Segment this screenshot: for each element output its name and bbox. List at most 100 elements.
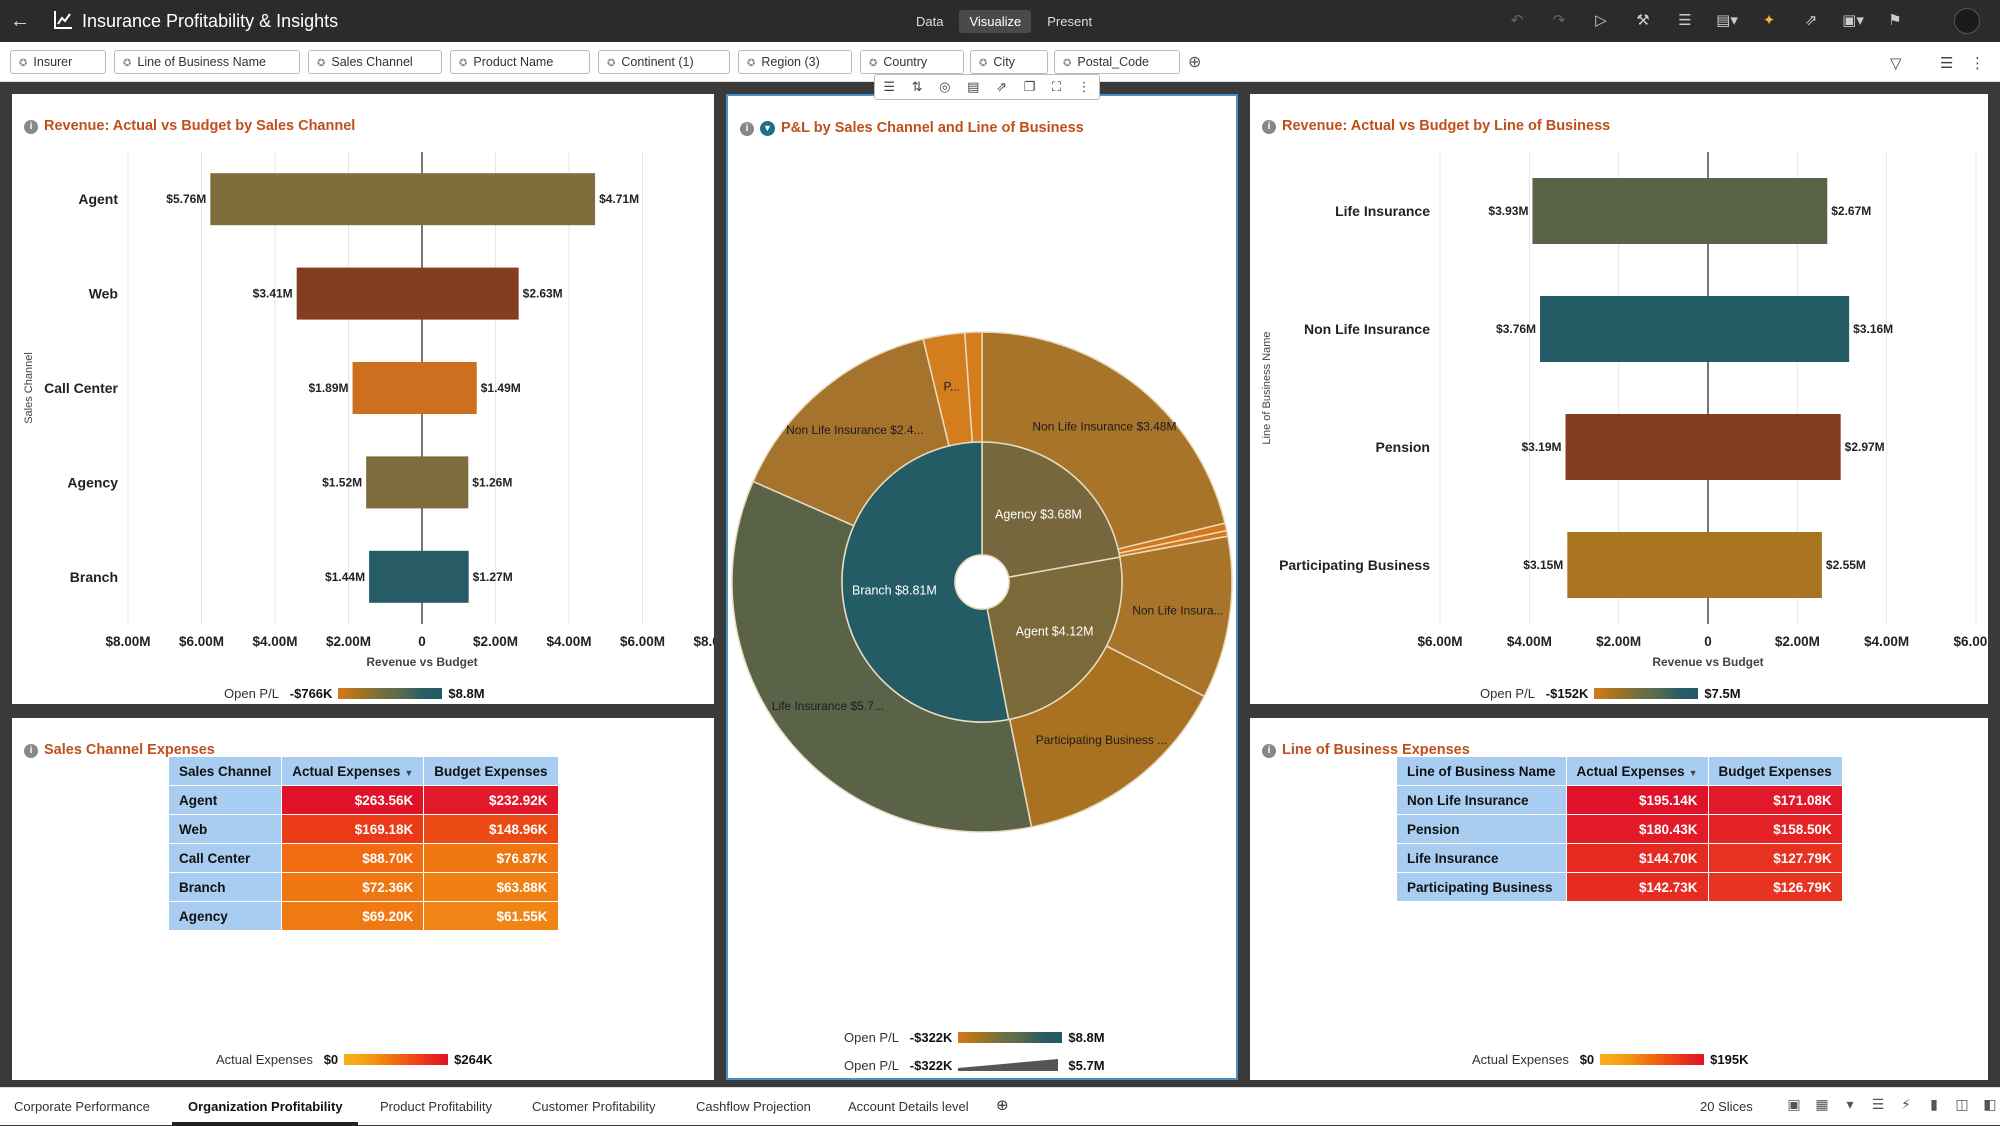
tools-icon[interactable]: ⚒ xyxy=(1636,12,1650,29)
sort-desc-icon[interactable]: ▼ xyxy=(1688,767,1698,778)
table-cell: $263.56K xyxy=(281,785,425,815)
data-label: $1.26M xyxy=(472,475,512,489)
filter-chip-line-of-business[interactable]: ✪ Line of Business Name xyxy=(114,50,300,74)
filter-chip-region[interactable]: ✪ Region (3) xyxy=(738,50,852,74)
sort-desc-icon[interactable]: ▼ xyxy=(404,767,414,778)
mode-data[interactable]: Data xyxy=(916,14,944,29)
table-row[interactable]: Participating Business $142.73K $126.79K xyxy=(1396,872,1843,902)
tab-customer-profitability[interactable]: Customer Profitability xyxy=(532,1099,656,1114)
info-icon[interactable]: i xyxy=(1262,744,1276,758)
filter-icon[interactable]: ▽ xyxy=(1890,55,1902,72)
maximize-icon[interactable]: ⛶ xyxy=(1051,79,1062,94)
filter-chip-product-name[interactable]: ✪ Product Name xyxy=(450,50,590,74)
table-row[interactable]: Agency $69.20K $61.55K xyxy=(167,901,559,931)
table-row[interactable]: Branch $72.36K $63.88K xyxy=(167,872,559,902)
chart-icon[interactable]: ▤ xyxy=(967,79,980,94)
info-icon[interactable]: i xyxy=(1262,120,1276,134)
x-tick-label: $6.00M xyxy=(179,634,224,649)
mode-present[interactable]: Present xyxy=(1047,14,1093,29)
tab-account-details[interactable]: Account Details level xyxy=(848,1099,969,1114)
panel-lob-expenses[interactable]: i Line of Business Expenses Line of Busin… xyxy=(1250,718,1988,1080)
data-label: $4.71M xyxy=(599,192,639,206)
mode-switcher: Data Visualize Present xyxy=(906,10,1102,33)
bar xyxy=(1540,296,1850,362)
undo-icon[interactable]: ↶ xyxy=(1510,12,1524,29)
mode-visualize[interactable]: Visualize xyxy=(959,10,1032,33)
table-row[interactable]: Pension $180.43K $158.50K xyxy=(1396,814,1843,844)
tab-organization-profitability[interactable]: Organization Profitability xyxy=(188,1099,343,1114)
slice-label: Participating Business ... xyxy=(1036,733,1167,747)
more-icon[interactable]: ⋮ xyxy=(1970,55,1985,72)
data-icon[interactable]: ☰ xyxy=(1678,12,1692,29)
info-icon[interactable]: i xyxy=(740,122,754,136)
target-icon[interactable]: ◎ xyxy=(939,79,951,94)
tab-cashflow-projection[interactable]: Cashflow Projection xyxy=(696,1099,811,1114)
column-header[interactable]: Budget Expenses xyxy=(423,756,559,786)
comment-icon[interactable]: ▤▾ xyxy=(1716,12,1738,29)
legend-open-pl-size: Open P/L -$322K $5.7M xyxy=(844,1058,1105,1073)
avatar[interactable] xyxy=(1954,8,1980,34)
table-cell: $126.79K xyxy=(1707,872,1843,902)
chevron-down-icon[interactable]: ▾ xyxy=(1846,1096,1854,1112)
legend-max: $7.5M xyxy=(1704,686,1741,701)
filter-chip-continent[interactable]: ✪ Continent (1) xyxy=(598,50,730,74)
filter-chip-insurer[interactable]: ✪ Insurer xyxy=(10,50,106,74)
grid-icon[interactable]: ▦ xyxy=(1815,1096,1829,1112)
redo-icon[interactable]: ↷ xyxy=(1552,12,1566,29)
column-header[interactable]: Actual Expenses ▼ xyxy=(1565,756,1709,786)
info-icon[interactable]: i xyxy=(24,120,38,134)
table-row[interactable]: Life Insurance $144.70K $127.79K xyxy=(1396,843,1843,873)
filter-chip-sales-channel[interactable]: ✪ Sales Channel xyxy=(308,50,442,74)
copy-icon[interactable]: ❐ xyxy=(1023,79,1036,94)
table-row[interactable]: Web $169.18K $148.96K xyxy=(167,814,559,844)
export-icon[interactable]: ⇗ xyxy=(996,79,1007,94)
slice-label: P... xyxy=(944,379,960,393)
panel-sales-channel-expenses[interactable]: i Sales Channel Expenses Sales Channel Act… xyxy=(12,718,714,1080)
filter-chip-postal-code[interactable]: ✪ Postal_Code xyxy=(1054,50,1180,74)
panel-revenue-lob[interactable]: i Revenue: Actual vs Budget by Line of Bu… xyxy=(1250,94,1988,704)
export-icon[interactable]: ⇗ xyxy=(1804,12,1818,29)
table-row[interactable]: Agent $263.56K $232.92K xyxy=(167,785,559,815)
tab-product-profitability[interactable]: Product Profitability xyxy=(380,1099,492,1114)
category-label: Agent xyxy=(78,191,118,207)
add-filter-icon[interactable]: ⊕ xyxy=(1188,54,1202,71)
panel-view-icon[interactable]: ◧ xyxy=(1983,1096,1997,1112)
save-icon[interactable]: ▣▾ xyxy=(1842,12,1864,29)
panel-pl-sunburst[interactable]: i ▼ P&L by Sales Channel and Line of Busin… xyxy=(726,94,1238,1080)
tab-corporate-performance[interactable]: Corporate Performance xyxy=(14,1099,150,1114)
add-tab-icon[interactable]: ⊕ xyxy=(996,1097,1009,1114)
table-row[interactable]: Non Life Insurance $195.14K $171.08K xyxy=(1396,785,1843,815)
auto-insights-icon[interactable]: ✦ xyxy=(1762,12,1776,29)
layout-icon[interactable]: ▣ xyxy=(1787,1096,1801,1112)
bookmark-icon[interactable]: ⚑ xyxy=(1888,12,1902,29)
legend-label: Actual Expenses xyxy=(1472,1052,1569,1067)
arrow-left-icon[interactable]: ← xyxy=(10,10,30,32)
column-header[interactable]: Line of Business Name xyxy=(1396,756,1567,786)
filter-icon[interactable]: ▼ xyxy=(760,121,775,136)
filter-chip-country[interactable]: ✪ Country xyxy=(860,50,964,74)
table-row[interactable]: Call Center $88.70K $76.87K xyxy=(167,843,559,873)
active-tab-indicator xyxy=(172,1122,358,1126)
data-icon[interactable]: ☰ xyxy=(883,79,895,94)
bar xyxy=(1532,178,1828,244)
data-label: $3.16M xyxy=(1853,322,1893,336)
column-header[interactable]: Sales Channel xyxy=(167,756,283,786)
single-view-icon[interactable]: ▮ xyxy=(1930,1096,1938,1112)
pin-icon: ✪ xyxy=(1063,58,1072,69)
filter-chip-city[interactable]: ✪ City xyxy=(970,50,1048,74)
slice-label: Non Life Insura... xyxy=(1132,604,1223,618)
play-icon[interactable]: ▷ xyxy=(1595,12,1607,29)
bar xyxy=(1567,532,1822,598)
legend-label: Open P/L xyxy=(1480,686,1535,701)
more-icon[interactable]: ⋮ xyxy=(1077,79,1091,94)
table-cell: $76.87K xyxy=(423,843,559,873)
lightning-icon[interactable]: ⚡ xyxy=(1901,1096,1911,1112)
panel-revenue-sales-channel[interactable]: i Revenue: Actual vs Budget by Sales Chan… xyxy=(12,94,714,704)
info-icon[interactable]: i xyxy=(24,744,38,758)
column-header[interactable]: Actual Expenses ▼ xyxy=(281,756,425,786)
split-view-icon[interactable]: ◫ xyxy=(1955,1096,1969,1112)
column-header[interactable]: Budget Expenses xyxy=(1707,756,1843,786)
sort-icon[interactable]: ⇅ xyxy=(911,79,923,94)
data-icon[interactable]: ☰ xyxy=(1940,55,1954,72)
data-icon[interactable]: ☰ xyxy=(1871,1096,1885,1112)
